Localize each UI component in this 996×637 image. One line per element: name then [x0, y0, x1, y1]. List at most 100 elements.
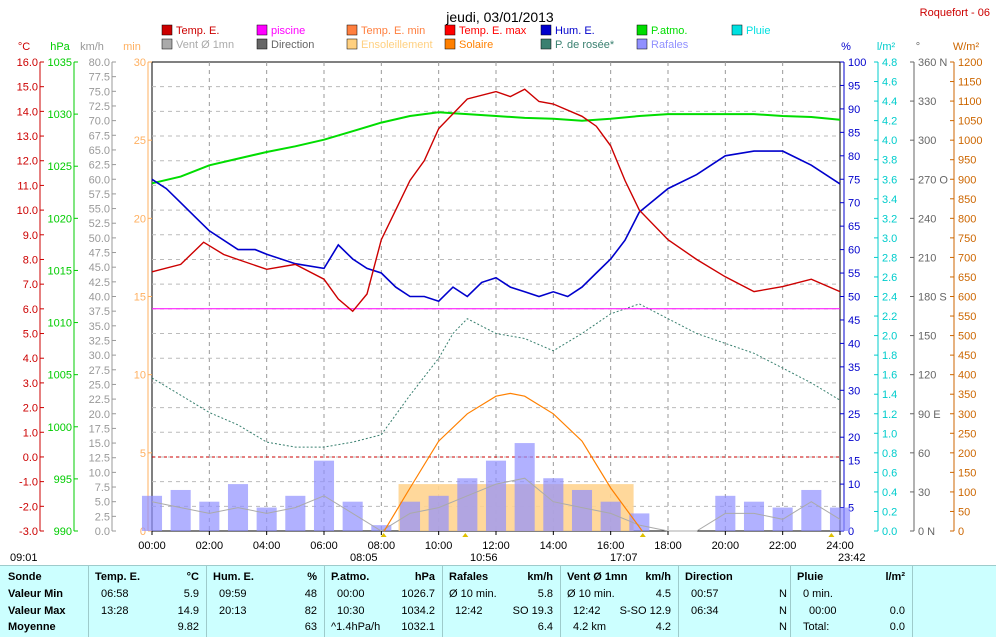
kmh-tick-label: 37.5 — [89, 306, 110, 318]
deg-tick-label: 180 S — [918, 292, 947, 304]
rafales-bar — [543, 478, 564, 531]
patmo-line — [151, 111, 841, 185]
rafales-bar — [428, 495, 449, 531]
temp-line — [151, 88, 841, 313]
pct-tick-label: 95 — [848, 80, 860, 92]
legend: Temp. E. piscine Temp. E. min Temp. E. max H… — [161, 24, 770, 51]
pct-tick-label: 40 — [848, 338, 860, 350]
pct-tick-label: 50 — [848, 292, 860, 304]
kmh-tick-label: 25.0 — [89, 379, 110, 391]
rafales-bar — [342, 501, 363, 531]
rafales-bar — [514, 443, 535, 531]
legend-label: Vent Ø 1mn — [176, 39, 234, 51]
time-tick-label: 24:00 — [826, 540, 854, 552]
time-tick-label: 22:00 — [769, 540, 797, 552]
kmh-tick-label: 42.5 — [89, 277, 110, 289]
temp-tick-label: 13.0 — [17, 131, 38, 143]
wm2-tick-label: 1000 — [958, 135, 982, 147]
axis-titles: °C hPa km/h min % l/m² ° W/m² — [18, 41, 980, 53]
legend-swatch — [256, 38, 268, 50]
wm2-tick-label: 100 — [958, 487, 976, 499]
summary-col-temp: Temp. E. °C 06:58 5.9 13:28 14.9 9.82 — [88, 565, 207, 637]
lm2-tick-label: 3.4 — [882, 194, 897, 206]
wm2-tick-label: 950 — [958, 155, 976, 167]
pct-tick-label: 90 — [848, 104, 860, 116]
summary-col-vent: Vent Ø 1mn km/h Ø 10 min. 4.5 12:42 S-SO… — [560, 565, 679, 637]
kmh-tick-label: 55.0 — [89, 204, 110, 216]
kmh-tick-label: 12.5 — [89, 453, 110, 465]
weather-chart: jeudi, 03/01/2013 Roquefort - 06 Temp. E… — [10, 7, 990, 564]
wm2-tick-label: 650 — [958, 272, 976, 284]
temp-tick-label: 1.0 — [23, 427, 38, 439]
temp-tick-label: 9.0 — [23, 230, 38, 242]
pct-tick-label: 55 — [848, 268, 860, 280]
rafales-bar — [485, 460, 507, 531]
pct-tick-label: 45 — [848, 315, 860, 327]
lm2-tick-label: 0.0 — [882, 526, 897, 538]
wm2-axis-title: W/m² — [953, 41, 980, 53]
pct-tick-label: 10 — [848, 479, 860, 491]
min-tick-label: 5 — [140, 448, 146, 460]
rafales-bar — [743, 501, 765, 531]
time-tick-label: 00:00 — [138, 540, 166, 552]
summary-table: Sonde Valeur Min Valeur Max Moyenne Temp… — [0, 565, 996, 637]
time-tick-label: 14:00 — [540, 540, 568, 552]
temp-tick-label: 12.0 — [17, 156, 38, 168]
legend-label: P.atmo. — [651, 25, 688, 37]
kmh-tick-label: 50.0 — [89, 233, 110, 245]
lm2-tick-label: 3.2 — [882, 213, 897, 225]
temp-tick-label: -3.0 — [19, 526, 38, 538]
lm2-tick-label: 3.6 — [882, 174, 897, 186]
wm2-tick-label: 50 — [958, 506, 970, 518]
legend-label: Direction — [271, 39, 314, 51]
lm2-tick-label: 4.4 — [882, 96, 897, 108]
kmh-tick-label: 30.0 — [89, 350, 110, 362]
lm2-tick-label: 4.8 — [882, 57, 897, 69]
time-axis: 00:00 02:00 04:00 06:00 08:00 10:00 12:00 14:00… — [138, 531, 854, 552]
kmh-tick-label: 0.0 — [95, 526, 110, 538]
summary-col-patmo: P.atmo. hPa 00:00 1026.7 10:30 1034.2 ^1… — [324, 565, 443, 637]
legend-swatch — [636, 38, 648, 50]
pct-tick-label: 80 — [848, 151, 860, 163]
lm2-tick-label: 0.2 — [882, 506, 897, 518]
summary-col-empty — [912, 565, 996, 637]
legend-label: P. de rosée* — [555, 39, 615, 51]
temp-tick-label: 11.0 — [17, 180, 38, 192]
kmh-tick-label: 17.5 — [89, 423, 110, 435]
lm2-tick-label: 1.6 — [882, 370, 897, 382]
dewpoint-line — [151, 303, 841, 448]
hpa-tick-label: 990 — [54, 526, 72, 538]
kmh-tick-label: 57.5 — [89, 189, 110, 201]
deg-tick-label: 30 — [918, 487, 930, 499]
wm2-tick-label: 400 — [958, 370, 976, 382]
kmh-tick-label: 10.0 — [89, 467, 110, 479]
summary-col-direction: Direction 00:57 N 06:34 N N — [678, 565, 791, 637]
lm2-tick-label: 4.2 — [882, 116, 897, 128]
wm2-tick-label: 1050 — [958, 116, 982, 128]
temp-tick-label: 15.0 — [17, 82, 38, 94]
wm2-tick-label: 200 — [958, 448, 976, 460]
temp-tick-label: 8.0 — [23, 254, 38, 266]
legend-swatch — [346, 38, 358, 50]
rafales-bar — [457, 478, 478, 531]
time-tick-label: 04:00 — [253, 540, 281, 552]
min-tick-label: 30 — [134, 57, 146, 69]
lm2-tick-label: 0.8 — [882, 448, 897, 460]
wm2-tick-label: 550 — [958, 311, 976, 323]
chart-date-title: jeudi, 03/01/2013 — [445, 9, 554, 25]
rafales-bar — [199, 501, 220, 531]
deg-tick-label: 330 — [918, 96, 936, 108]
legend-swatch — [161, 38, 173, 50]
time-tick-label: 12:00 — [482, 540, 510, 552]
lm2-tick-label: 1.8 — [882, 350, 897, 362]
kmh-tick-label: 72.5 — [89, 101, 110, 113]
kmh-tick-label: 80.0 — [89, 57, 110, 69]
humidity-line — [151, 150, 841, 303]
wm2-tick-label: 700 — [958, 252, 976, 264]
deg-tick-label: 60 — [918, 448, 930, 460]
kmh-tick-label: 5.0 — [95, 497, 110, 509]
pct-tick-label: 70 — [848, 198, 860, 210]
wm2-tick-label: 150 — [958, 467, 976, 479]
temp-tick-label: 0.0 — [23, 452, 38, 464]
temp-tick-label: 3.0 — [23, 378, 38, 390]
